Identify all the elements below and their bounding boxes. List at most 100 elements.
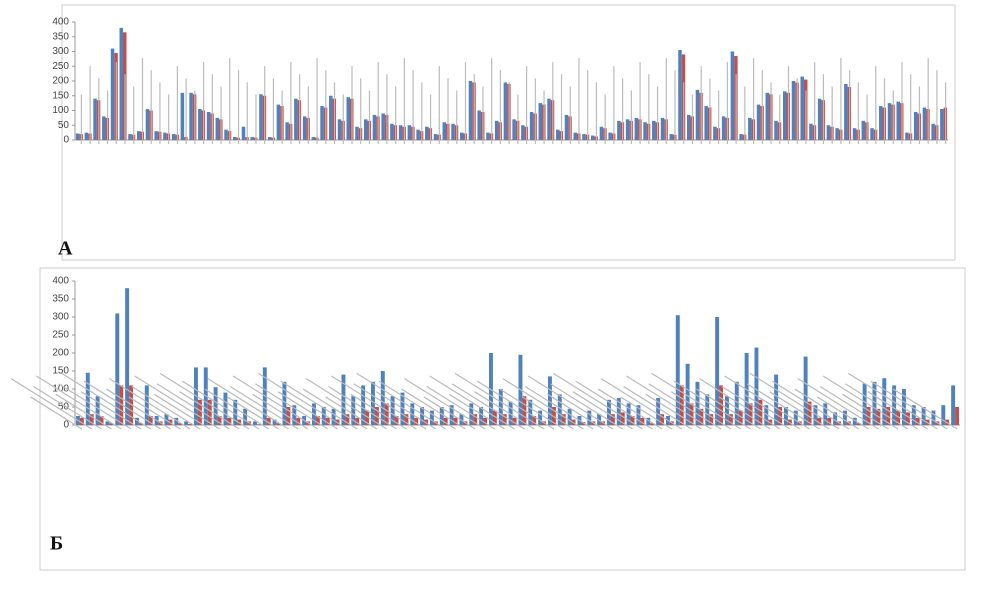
bar xyxy=(250,137,254,140)
bar xyxy=(719,385,724,425)
panel-label: Б xyxy=(50,533,63,555)
bar xyxy=(109,423,114,425)
label-smudge xyxy=(325,396,378,430)
bar xyxy=(529,111,534,140)
label-smudge xyxy=(597,388,663,430)
bar xyxy=(384,403,389,425)
label-smudge xyxy=(451,383,525,430)
bar xyxy=(879,106,883,140)
bar xyxy=(459,414,464,425)
bar xyxy=(715,317,720,425)
bar xyxy=(783,407,788,425)
label-smudge xyxy=(651,372,742,430)
bar xyxy=(686,114,691,140)
bar xyxy=(252,421,257,425)
bar xyxy=(320,106,324,140)
bar xyxy=(951,385,956,425)
bar xyxy=(561,414,566,425)
label-smudge xyxy=(724,375,810,430)
bar xyxy=(207,399,212,425)
bar xyxy=(93,98,97,140)
bar xyxy=(660,414,665,425)
bar xyxy=(282,381,287,425)
bar xyxy=(346,97,350,140)
bar xyxy=(913,111,918,140)
label-smudge xyxy=(328,385,397,430)
label-smudge xyxy=(502,378,584,430)
bar xyxy=(217,416,222,425)
bar xyxy=(89,414,94,425)
bar xyxy=(842,410,847,425)
bar xyxy=(538,410,543,425)
bar xyxy=(852,417,857,425)
bar xyxy=(164,414,169,425)
label-smudge xyxy=(746,383,820,430)
bar xyxy=(483,417,488,425)
bar xyxy=(793,410,798,425)
y-tick-label: 200 xyxy=(52,76,69,87)
bar xyxy=(213,387,218,425)
bar xyxy=(827,417,832,425)
bar xyxy=(189,92,193,140)
bar xyxy=(738,410,743,425)
label-smudge xyxy=(572,391,633,430)
bar xyxy=(599,126,604,140)
bar xyxy=(870,128,874,140)
bar xyxy=(774,120,778,140)
bar xyxy=(285,122,289,140)
label-smudge xyxy=(648,383,722,430)
bar xyxy=(862,383,867,425)
bar xyxy=(713,126,717,140)
bar xyxy=(292,405,297,425)
label-smudge xyxy=(600,378,683,430)
bar xyxy=(315,416,320,425)
bar xyxy=(136,131,141,140)
label-smudge xyxy=(845,383,919,430)
bar xyxy=(512,119,516,140)
bar xyxy=(380,371,385,425)
bar xyxy=(425,126,429,140)
bar xyxy=(587,410,592,425)
label-smudge xyxy=(749,372,840,430)
label-smudge xyxy=(58,383,132,430)
bar xyxy=(233,399,238,425)
bar xyxy=(453,417,458,425)
bar xyxy=(337,119,342,140)
bar xyxy=(197,399,202,425)
label-smudge xyxy=(232,375,319,430)
bar xyxy=(826,125,831,140)
bar xyxy=(361,385,366,425)
bar xyxy=(414,417,419,425)
bar xyxy=(739,134,743,140)
label-smudge xyxy=(302,388,368,430)
bar xyxy=(748,117,752,140)
panel-frame xyxy=(61,4,956,261)
bar xyxy=(610,414,615,425)
bar xyxy=(765,92,770,140)
bar xyxy=(95,396,100,425)
bar xyxy=(896,101,900,140)
bar xyxy=(241,126,246,140)
bar xyxy=(856,423,861,425)
bar xyxy=(844,83,848,140)
bar xyxy=(184,421,189,425)
bar xyxy=(398,125,403,140)
bar xyxy=(381,113,385,140)
bar xyxy=(85,372,90,425)
bar xyxy=(512,417,517,425)
bar xyxy=(833,412,838,425)
bar xyxy=(416,129,420,140)
label-smudge xyxy=(109,378,191,430)
bar xyxy=(243,408,248,425)
bar xyxy=(861,120,866,140)
label-smudge xyxy=(848,372,938,430)
bar xyxy=(730,51,735,140)
bar xyxy=(922,107,927,140)
bar xyxy=(656,398,661,425)
bar xyxy=(625,119,630,140)
bar xyxy=(498,389,503,425)
bar xyxy=(931,123,935,140)
bar xyxy=(896,410,901,425)
y-tick-label: 300 xyxy=(52,46,69,57)
bar xyxy=(803,356,808,425)
